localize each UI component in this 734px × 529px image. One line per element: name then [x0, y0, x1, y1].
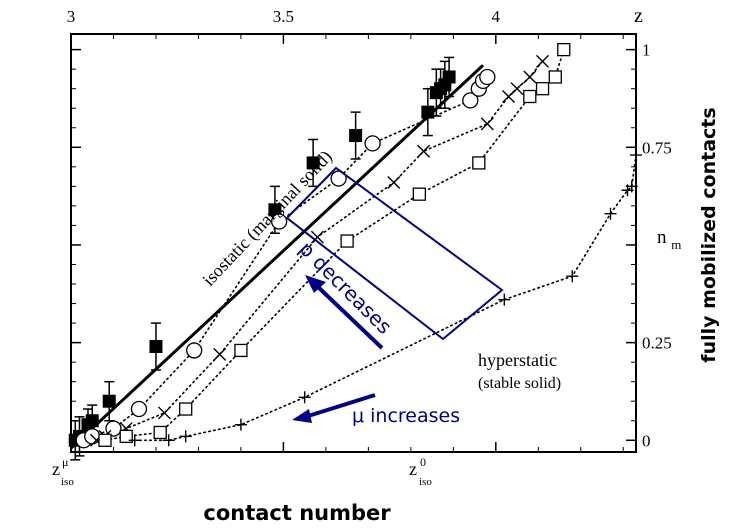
open-square-point	[340, 234, 354, 248]
highlight-rectangle	[285, 166, 504, 341]
open-square-point	[412, 187, 426, 201]
cross-point	[213, 347, 227, 361]
y-tick-label: 0	[642, 431, 651, 450]
top-tick-label: 4	[492, 7, 501, 26]
inner-y-label-main: n	[657, 227, 667, 248]
open-square-point	[119, 429, 133, 444]
top-axis-label: z	[634, 5, 643, 27]
annotation-box	[285, 166, 504, 341]
series-dotted-line	[133, 154, 637, 442]
z-iso-mu-label: z μ iso	[52, 455, 74, 488]
x-axis-label: contact number	[203, 501, 391, 525]
filled-square-point	[442, 70, 456, 84]
open-circle-point	[462, 92, 479, 109]
open-circle-point	[364, 135, 381, 152]
plot-frame	[70, 33, 637, 453]
open-circle-point	[186, 342, 203, 359]
isostatic-line	[69, 64, 485, 450]
open-circle-point	[130, 400, 148, 418]
plus-point	[128, 434, 141, 447]
filled-square-point	[85, 414, 99, 428]
z-iso-0-sub: iso	[419, 476, 432, 488]
top-tick-label: 3.5	[273, 7, 294, 26]
y-tick-label: 1	[642, 41, 651, 60]
plus-point	[498, 293, 511, 306]
z-iso-0-sup: 0	[420, 455, 426, 469]
cross-point	[510, 82, 524, 96]
mu-increases-annotation: μ increases	[352, 405, 460, 427]
cross-point	[536, 54, 550, 68]
filled-square-point	[102, 394, 116, 408]
axis-ticks: 3 3.5 4 0 0.25 0.75 1	[67, 7, 672, 452]
cross-point	[310, 230, 324, 244]
open-square-point	[535, 82, 550, 96]
p-arrow	[305, 275, 384, 350]
open-circle-point	[479, 68, 496, 86]
z-iso-mu-sub: iso	[61, 476, 74, 488]
filled-square-point	[421, 105, 435, 119]
plus-point	[604, 207, 617, 220]
cross-point	[417, 144, 431, 158]
plus-point	[234, 418, 247, 431]
plus-point	[298, 391, 311, 404]
inner-y-label: n m	[657, 227, 681, 252]
open-square-point	[153, 425, 167, 440]
p-decreases-annotation: p decreases	[294, 237, 396, 339]
series-marks	[68, 42, 642, 461]
y-axis-label: fully mobilized contacts	[698, 107, 720, 362]
open-square-point	[472, 156, 486, 170]
z-iso-0-label: z 0 iso	[409, 455, 432, 488]
y-tick-label: 0.75	[642, 138, 672, 157]
open-square-point	[548, 70, 562, 84]
mu-arrow-shaft	[304, 393, 376, 419]
open-square-point	[523, 89, 537, 104]
inner-y-label-sub: m	[671, 237, 681, 252]
plus-point	[179, 430, 192, 443]
open-square-point	[557, 42, 571, 57]
mu-arrow-head	[292, 409, 312, 423]
p-arrow-shaft	[315, 284, 384, 350]
plus-point	[162, 434, 175, 447]
plus-point	[566, 270, 579, 283]
open-circle-point	[271, 213, 288, 230]
top-tick-label: 3	[67, 7, 76, 26]
open-square-point	[234, 343, 248, 358]
plot-border	[70, 33, 637, 453]
cross-point	[523, 70, 537, 84]
z-iso-0-main: z	[409, 459, 417, 479]
plus-point	[625, 180, 638, 193]
series-dotted-line	[82, 76, 489, 442]
stable-solid-annotation: (stable solid)	[478, 375, 561, 392]
filled-square-point	[149, 340, 163, 354]
plus-point	[630, 149, 642, 162]
y-tick-label: 0.25	[642, 334, 672, 353]
filled-square-point	[349, 129, 363, 143]
cross-point	[157, 406, 171, 420]
cross-point	[387, 175, 401, 189]
hyperstatic-annotation: hyperstatic	[478, 350, 557, 370]
mu-arrow	[292, 393, 376, 423]
p-arrow-head	[305, 275, 326, 293]
filled-square-point	[306, 156, 320, 170]
z-iso-mu-main: z	[52, 459, 60, 479]
open-square-point	[98, 433, 112, 447]
open-square-point	[179, 402, 193, 416]
cross-point	[480, 117, 494, 131]
z-iso-mu-sup: μ	[62, 455, 68, 469]
filled-square-point	[268, 203, 282, 217]
